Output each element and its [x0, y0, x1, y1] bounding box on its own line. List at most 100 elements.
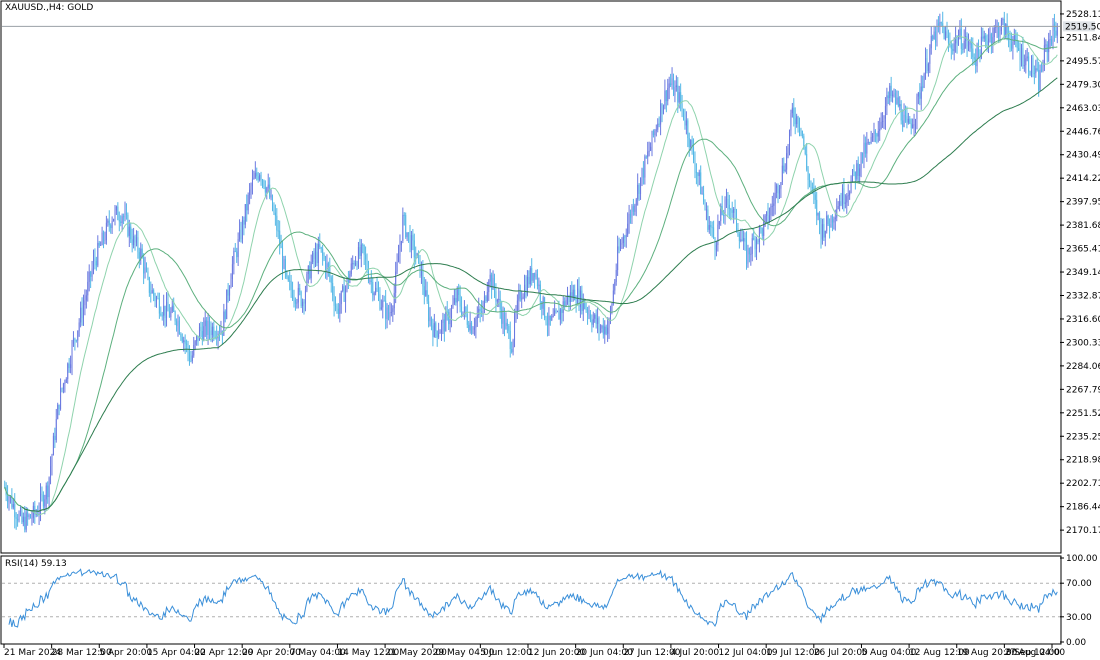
candle-body — [473, 327, 475, 330]
candle-body — [290, 281, 292, 291]
candle-body — [314, 251, 316, 260]
candle-body — [658, 123, 660, 125]
candle-body — [854, 171, 856, 180]
candle-body — [1018, 47, 1020, 51]
candle-body — [415, 257, 417, 259]
candle-body — [88, 271, 90, 282]
candle-body — [664, 90, 666, 106]
candle-body — [930, 36, 932, 49]
candle-body — [935, 31, 937, 43]
candle-body — [41, 493, 43, 496]
candle-body — [879, 128, 881, 131]
candle-body — [519, 292, 521, 299]
candle-body — [988, 38, 990, 45]
candle-body — [976, 44, 978, 67]
candle-body — [193, 344, 195, 356]
candle-body — [304, 290, 306, 304]
price-tick-label: 2218.98 — [1066, 456, 1100, 466]
candle-body — [446, 311, 448, 313]
candle-body — [7, 495, 9, 502]
candle-body — [1051, 39, 1053, 45]
candle-body — [758, 227, 760, 243]
candle-body — [316, 251, 318, 264]
candle-body — [607, 327, 609, 334]
candle-body — [524, 284, 526, 297]
candle-body — [720, 205, 722, 222]
candle-body — [783, 165, 785, 171]
candle-body — [1020, 47, 1022, 61]
candle-body — [77, 330, 79, 341]
candle-body — [990, 34, 992, 44]
candle-body — [939, 22, 941, 27]
candle-body — [989, 34, 991, 39]
time-tick-label: 29 Apr 20:00 — [242, 648, 301, 658]
candle-body — [694, 160, 696, 172]
candle-body — [213, 326, 215, 337]
candle-body — [617, 246, 619, 271]
price-tick-label: 2284.06 — [1066, 362, 1100, 372]
candle-body — [362, 244, 364, 246]
candle-body — [105, 222, 107, 241]
candle-body — [522, 296, 524, 299]
candle-body — [768, 215, 770, 222]
candle-body — [597, 318, 599, 324]
candle-body — [695, 171, 697, 174]
candle-body — [468, 324, 470, 331]
candle-body — [916, 96, 918, 120]
candle-body — [784, 169, 786, 171]
candle-body — [899, 104, 901, 107]
candle-body — [715, 244, 717, 251]
candle-body — [1041, 69, 1043, 72]
price-tick-label: 2397.95 — [1066, 198, 1100, 208]
candle-body — [525, 284, 527, 295]
candle-body — [671, 78, 673, 86]
candle-body — [856, 163, 858, 180]
candle-body — [249, 189, 251, 195]
candle-body — [953, 43, 955, 52]
candle-body — [395, 271, 397, 293]
candle-body — [839, 201, 841, 207]
price-tick-label: 2463.03 — [1066, 104, 1100, 114]
candle-body — [485, 296, 487, 301]
candle-body — [22, 516, 24, 523]
price-tick-label: 2186.44 — [1066, 503, 1100, 513]
candle-body — [157, 298, 159, 300]
candle-body — [609, 311, 611, 320]
candle-body — [433, 323, 435, 337]
candle-body — [413, 240, 415, 258]
candle-body — [594, 314, 596, 319]
candle-body — [567, 295, 569, 300]
candle-body — [900, 104, 902, 121]
candle-body — [841, 188, 843, 205]
candle-body — [630, 213, 632, 218]
candle-body — [214, 336, 216, 338]
candle-body — [622, 236, 624, 244]
candle-body — [642, 168, 644, 178]
candle-body — [309, 266, 311, 279]
rsi-title: RSI(14) 59.13 — [5, 559, 67, 569]
candle-body — [448, 311, 450, 325]
candle-body — [665, 90, 667, 102]
candle-body — [233, 251, 235, 265]
candle-body — [936, 23, 938, 43]
price-tick-label: 2235.25 — [1066, 432, 1100, 442]
candle-body — [635, 199, 637, 206]
candle-body — [254, 172, 256, 178]
candle-body — [781, 165, 783, 183]
candle-body — [330, 277, 332, 283]
candle-body — [869, 141, 871, 143]
candle-body — [947, 35, 949, 43]
candle-body — [546, 323, 548, 326]
candle-body — [200, 326, 202, 332]
candle-body — [327, 263, 329, 267]
candle-body — [1003, 19, 1005, 37]
candle-body — [521, 298, 523, 300]
candle-body — [150, 292, 152, 294]
candle-body — [1049, 39, 1051, 41]
candle-body — [1015, 35, 1017, 41]
candle-body — [403, 214, 405, 216]
candle-body — [618, 246, 620, 250]
candle-body — [17, 518, 19, 521]
candle-body — [144, 267, 146, 274]
candle-body — [599, 328, 601, 330]
